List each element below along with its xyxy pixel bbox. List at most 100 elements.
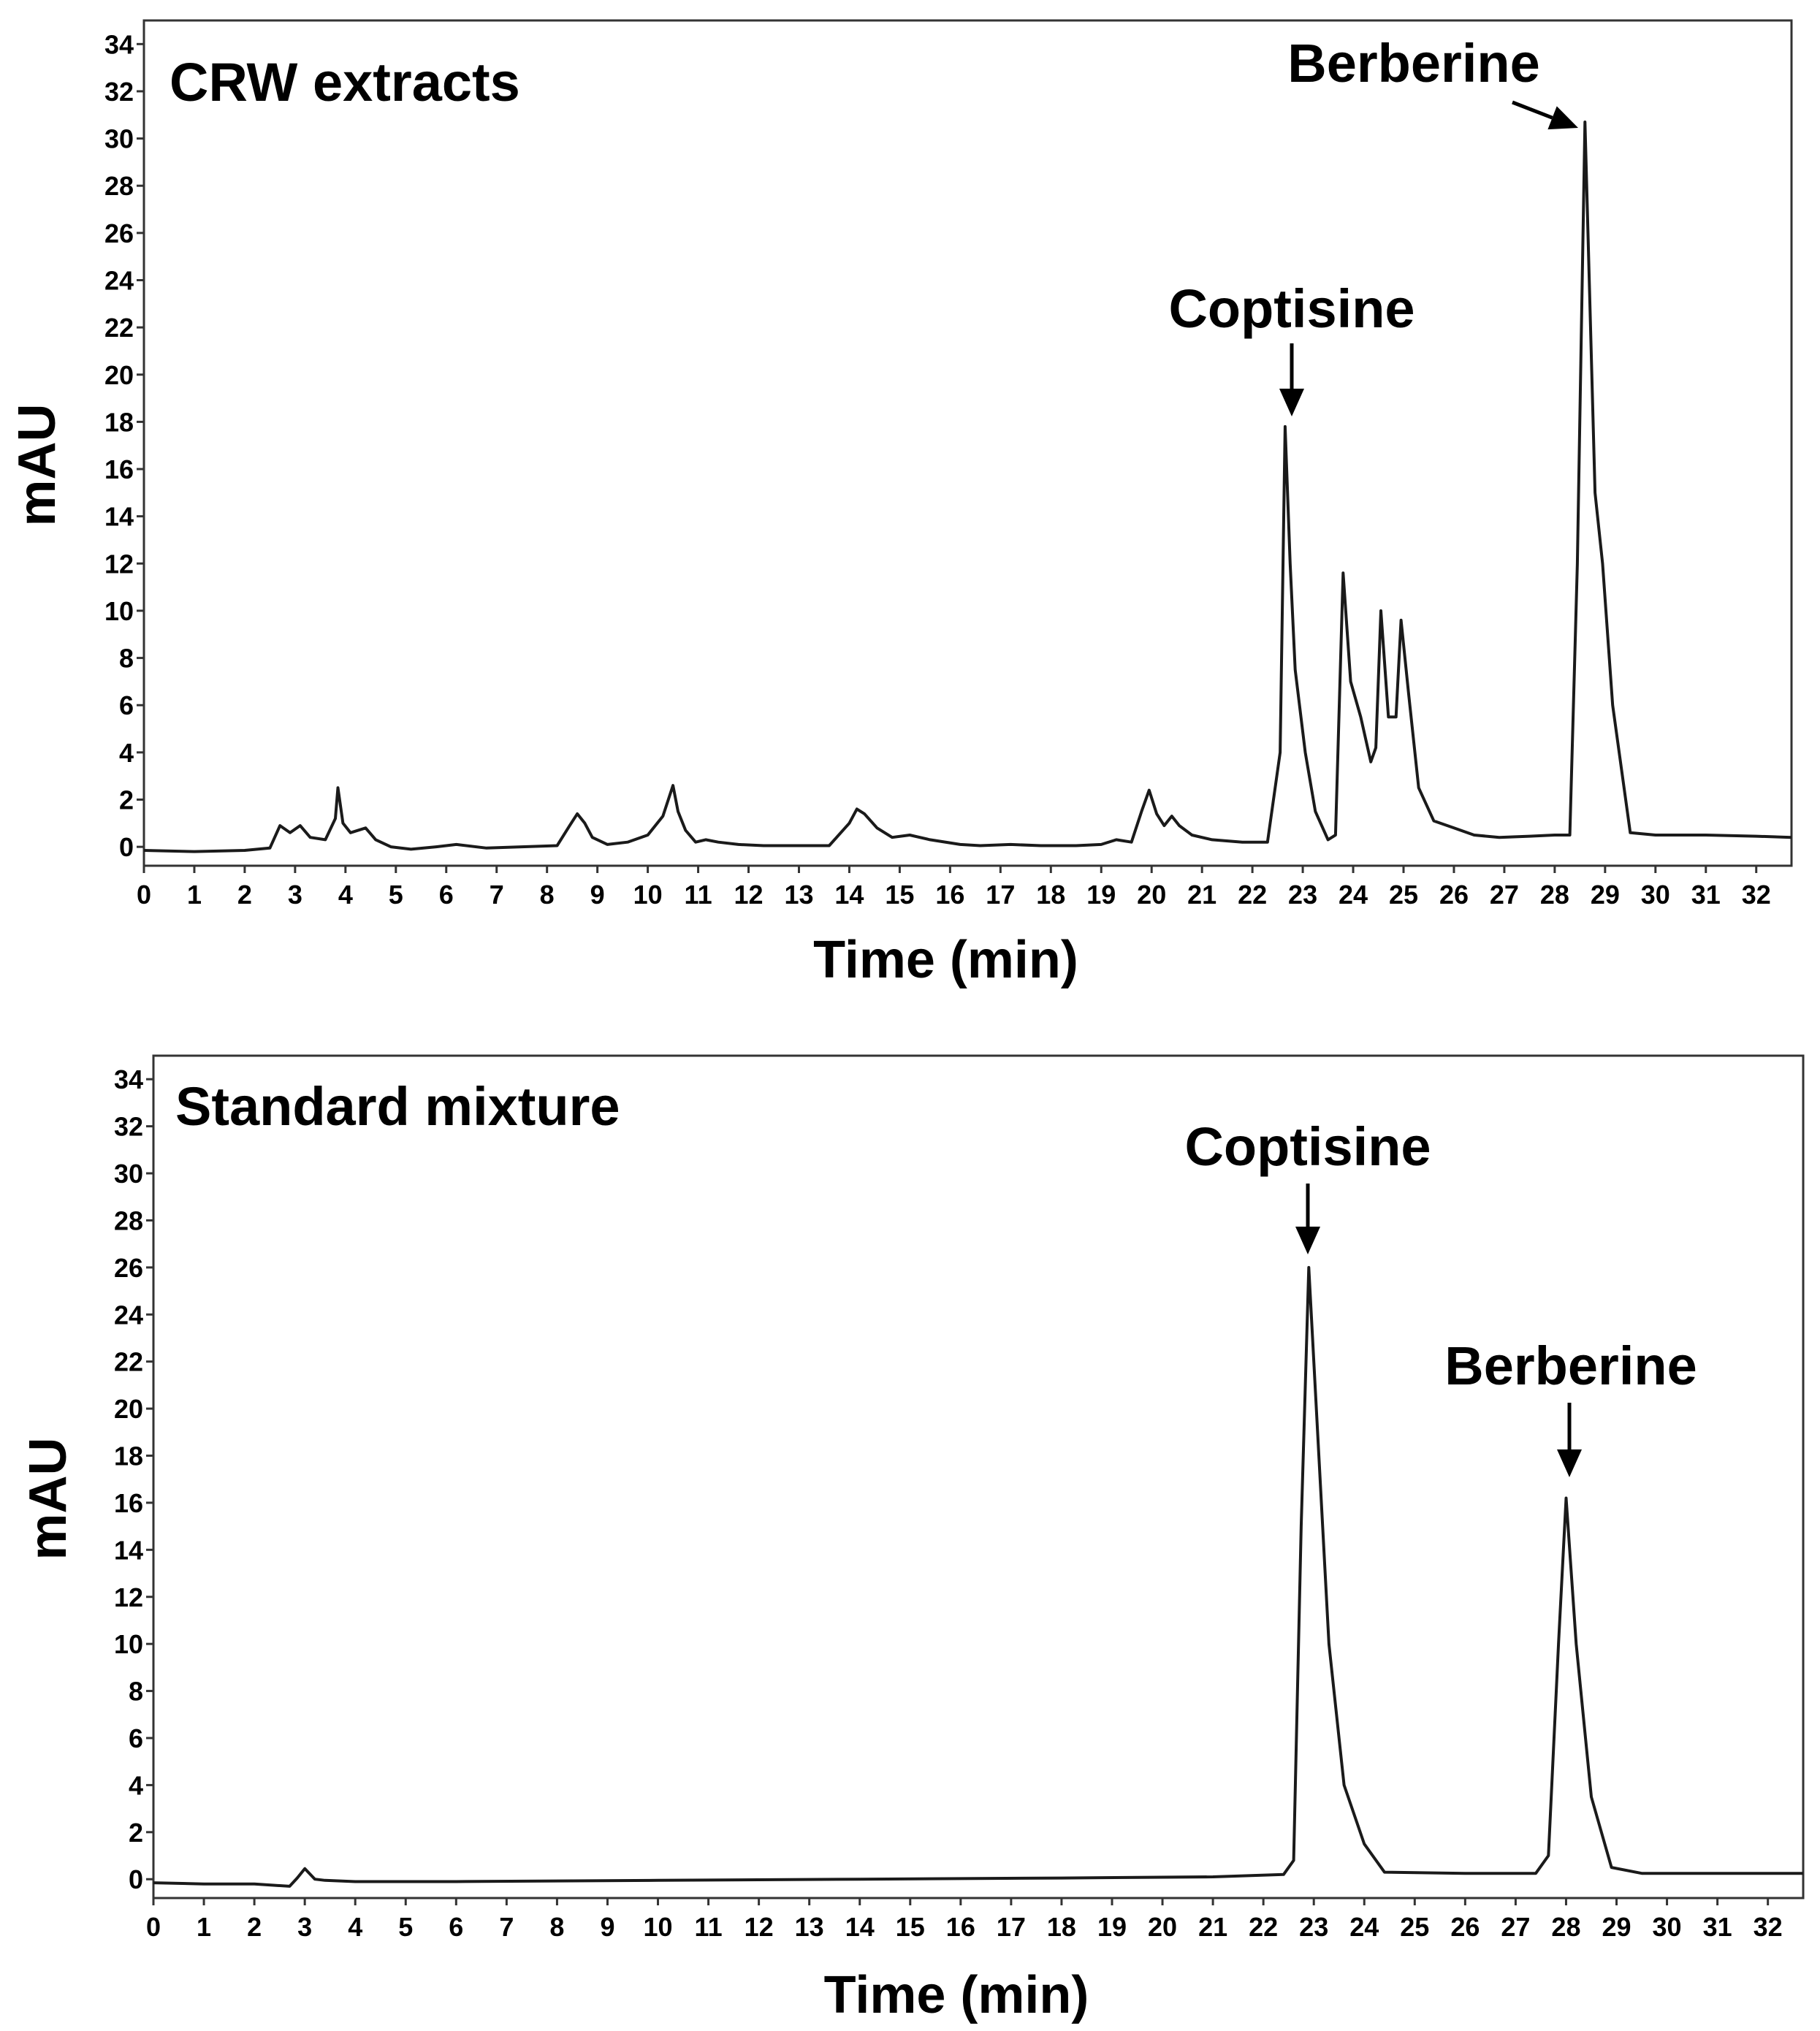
x-tick-label: 23: [1299, 1912, 1328, 1942]
y-tick-label: 12: [104, 549, 134, 579]
x-tick-label: 25: [1389, 880, 1418, 910]
y-tick-label: 14: [104, 502, 134, 532]
x-tick-label: 28: [1551, 1912, 1580, 1942]
x-tick-label: 25: [1400, 1912, 1429, 1942]
y-tick-label: 20: [104, 360, 134, 390]
x-tick-label: 0: [137, 880, 151, 910]
y-tick-label: 20: [114, 1394, 143, 1424]
y-tick-label: 26: [104, 218, 134, 248]
x-tick-label: 1: [187, 880, 202, 910]
x-tick-label: 24: [1339, 880, 1368, 910]
x-tick-label: 11: [685, 880, 712, 910]
x-tick-label: 15: [896, 1912, 925, 1942]
y-tick-label: 24: [114, 1300, 143, 1330]
x-tick-label: 4: [338, 880, 353, 910]
arrow-head-icon: [1279, 389, 1304, 416]
x-tick-label: 28: [1540, 880, 1569, 910]
x-tick-label: 10: [633, 880, 663, 910]
x-tick-label: 10: [643, 1912, 672, 1942]
x-tick-label: 6: [439, 880, 454, 910]
x-tick-label: 5: [389, 880, 403, 910]
x-tick-label: 8: [549, 1912, 564, 1942]
x-tick-label: 29: [1591, 880, 1620, 910]
plot-frame: [152, 1054, 1805, 1899]
x-tick-label: 2: [237, 880, 252, 910]
x-tick-label: 20: [1148, 1912, 1177, 1942]
y-tick-label: 30: [104, 124, 134, 154]
arrow-head-icon: [1295, 1227, 1320, 1254]
x-tick-label: 11: [695, 1912, 723, 1942]
x-tick-label: 30: [1641, 880, 1670, 910]
y-tick-label: 6: [129, 1723, 143, 1753]
x-tick-label: 0: [146, 1912, 161, 1942]
plot-frame: [142, 19, 1793, 867]
x-tick-label: 7: [499, 1912, 514, 1942]
x-tick-label: 30: [1653, 1912, 1682, 1942]
panel-title: Standard mixture: [175, 1076, 620, 1137]
x-tick-label: 1: [197, 1912, 211, 1942]
y-tick-label: 32: [104, 77, 134, 107]
x-tick-label: 32: [1754, 1912, 1783, 1942]
x-tick-label: 7: [490, 880, 504, 910]
x-tick-label: 12: [745, 1912, 774, 1942]
y-tick-label: 12: [114, 1582, 143, 1612]
x-tick-label: 18: [1047, 1912, 1076, 1942]
x-tick-label: 31: [1691, 880, 1721, 910]
x-tick-label: 27: [1490, 880, 1519, 910]
x-axis-title: Time (min): [824, 1966, 1089, 2024]
x-tick-label: 26: [1450, 1912, 1480, 1942]
x-tick-label: 3: [288, 880, 302, 910]
x-tick-label: 19: [1086, 880, 1116, 910]
y-tick-label: 10: [114, 1629, 143, 1659]
y-tick-label: 8: [119, 644, 134, 674]
y-tick-label: 6: [119, 690, 134, 720]
y-tick-label: 8: [129, 1677, 143, 1707]
peak-label: Coptisine: [1184, 1116, 1431, 1177]
x-tick-label: 17: [997, 1912, 1026, 1942]
x-tick-label: 20: [1137, 880, 1166, 910]
x-tick-label: 9: [590, 880, 605, 910]
y-tick-label: 22: [114, 1347, 143, 1377]
y-tick-label: 18: [114, 1441, 143, 1471]
y-tick-label: 34: [104, 29, 134, 59]
y-tick-label: 22: [104, 313, 134, 343]
x-tick-label: 16: [946, 1912, 975, 1942]
x-tick-label: 3: [297, 1912, 312, 1942]
y-tick-label: 0: [119, 832, 134, 862]
peak-label: Berberine: [1444, 1335, 1697, 1396]
x-tick-label: 12: [734, 880, 763, 910]
arrow-head-icon: [1557, 1449, 1582, 1477]
x-axis-title: Time (min): [813, 931, 1078, 989]
y-tick-label: 24: [104, 266, 134, 296]
x-tick-label: 17: [986, 880, 1015, 910]
y-tick-label: 10: [104, 596, 134, 626]
y-tick-label: 34: [114, 1064, 143, 1094]
y-tick-label: 16: [104, 454, 134, 484]
y-tick-label: 18: [104, 407, 134, 437]
x-tick-label: 13: [784, 880, 813, 910]
y-tick-label: 14: [114, 1535, 143, 1565]
x-tick-label: 26: [1439, 880, 1469, 910]
x-tick-label: 22: [1238, 880, 1267, 910]
x-tick-label: 23: [1288, 880, 1317, 910]
x-tick-label: 14: [845, 1912, 875, 1942]
x-tick-label: 5: [398, 1912, 413, 1942]
x-tick-label: 19: [1097, 1912, 1127, 1942]
peak-label: Berberine: [1287, 33, 1539, 94]
y-tick-label: 4: [129, 1770, 143, 1800]
x-tick-label: 16: [935, 880, 964, 910]
x-tick-label: 27: [1501, 1912, 1530, 1942]
y-tick-label: 0: [129, 1864, 143, 1894]
y-axis-title: mAU: [8, 403, 66, 526]
x-tick-label: 18: [1036, 880, 1065, 910]
x-tick-label: 24: [1349, 1912, 1379, 1942]
chromatogram-trace: [153, 1265, 1803, 1888]
arrow-head-icon: [1547, 106, 1578, 130]
y-tick-label: 2: [119, 785, 134, 815]
y-tick-label: 4: [119, 738, 134, 768]
x-tick-label: 14: [834, 880, 864, 910]
peak-label: Coptisine: [1168, 278, 1415, 339]
